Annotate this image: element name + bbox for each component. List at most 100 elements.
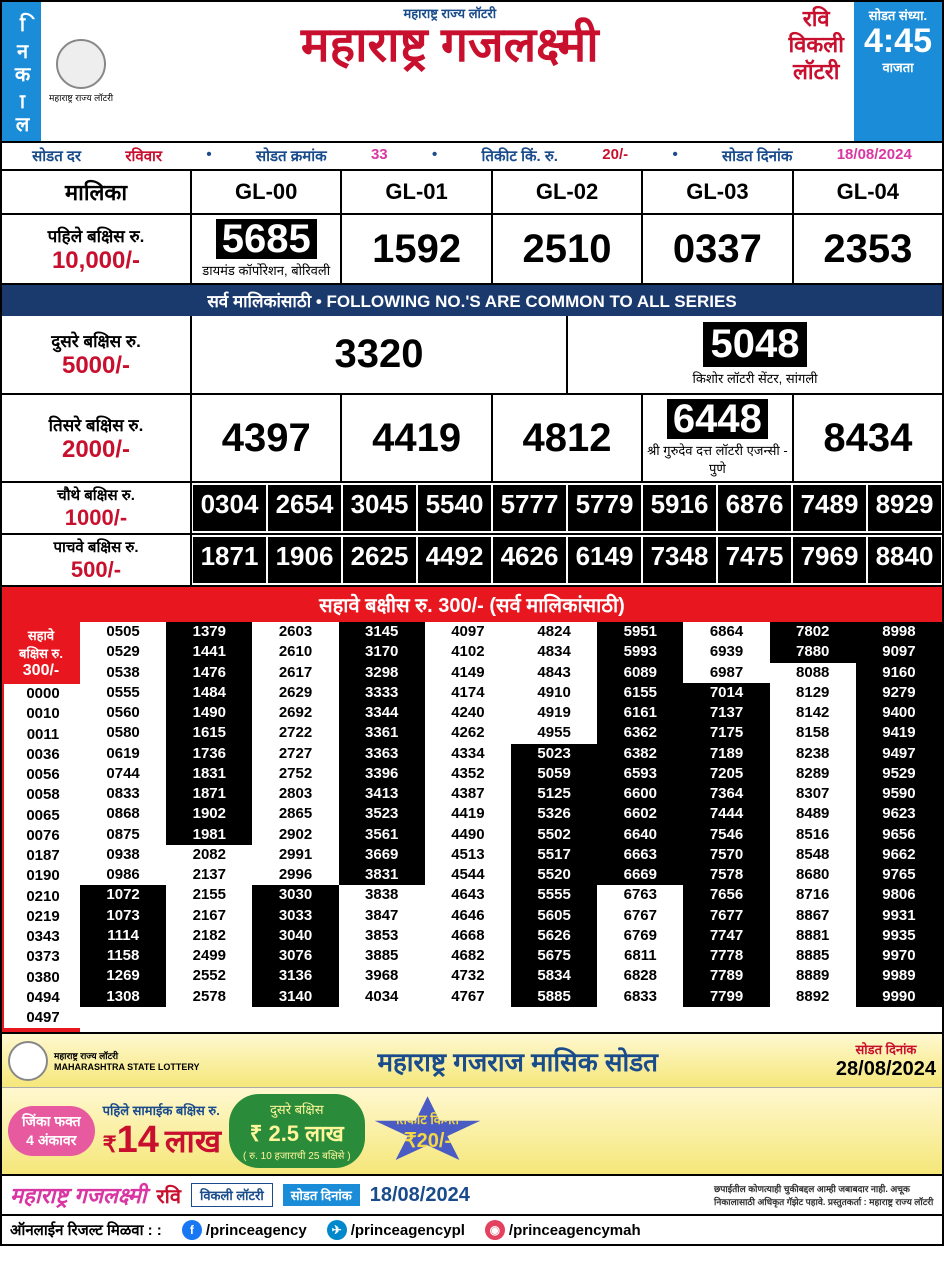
prize6-number: 0497: [4, 1008, 82, 1028]
prize6-number: 6640: [597, 825, 683, 845]
prize6-number: 0210: [4, 887, 82, 907]
prize6-number: 2610: [252, 642, 338, 662]
prize6-number: 5059: [511, 764, 597, 784]
prize3-num-4: 8434: [794, 395, 942, 481]
promo-logo-icon: [8, 1041, 48, 1081]
telegram-icon: ✈: [327, 1220, 347, 1240]
prize6-number: 3040: [252, 926, 338, 946]
prize6-number: 8307: [770, 784, 856, 804]
prize6-number: 9529: [856, 764, 942, 784]
prize6-number: 5675: [511, 946, 597, 966]
prize6-number: 3076: [252, 946, 338, 966]
prize6-number: 1902: [166, 804, 252, 824]
prize6-number: 0580: [80, 723, 166, 743]
footer-type: विकली लॉटरी: [191, 1183, 273, 1207]
prize6-number: 7677: [683, 906, 769, 926]
prize6-number: 5834: [511, 966, 597, 986]
lottery-name: महाराष्ट्र गजलक्ष्मी: [121, 22, 778, 70]
prize6-number: 2727: [252, 744, 338, 764]
prize6-number: 9656: [856, 825, 942, 845]
logo-caption: महाराष्ट्र राज्य लॉटरी: [49, 91, 113, 104]
prize3-seller: श्री गुरुदेव दत्त लॉटरी एजन्सी - पुणे: [645, 441, 789, 477]
draw-day: रवि: [788, 6, 843, 32]
prize6-number: 9623: [856, 804, 942, 824]
prize6-number: 0868: [80, 804, 166, 824]
prize6-number: 3413: [339, 784, 425, 804]
footer-disclaimer: छपाईतील कोणत्याही चुकीबद्दल आम्ही जबाबदा…: [714, 1182, 934, 1208]
prize6-number: 0538: [80, 663, 166, 683]
prize6-number: 8548: [770, 845, 856, 865]
prize6-number: 5023: [511, 744, 597, 764]
series-4: GL-04: [794, 171, 942, 213]
instagram-link[interactable]: ◉/princeagencymah: [485, 1220, 641, 1240]
prize4-number: 5779: [568, 485, 641, 531]
prize5-number: 1906: [268, 537, 341, 583]
header: निकाल महाराष्ट्र राज्य लॉटरी महाराष्ट्र …: [2, 2, 942, 143]
prize4-row: चौथे बक्षिस रु. 1000/- 03042654304555405…: [2, 483, 942, 535]
prize5-number: 1871: [193, 537, 266, 583]
prize6-number: 1379: [166, 622, 252, 642]
prize6-number: 4732: [425, 966, 511, 986]
prize6-number: 4682: [425, 946, 511, 966]
telegram-link[interactable]: ✈/princeagencypl: [327, 1220, 465, 1240]
prize5-number: 7475: [718, 537, 791, 583]
prize6-number: 8889: [770, 966, 856, 986]
prize6-number: 4824: [511, 622, 597, 642]
prize6-number: 4387: [425, 784, 511, 804]
prize6-number: 7014: [683, 683, 769, 703]
prize6-number: 9806: [856, 885, 942, 905]
lottery-type-2: लॉटरी: [788, 59, 843, 85]
prize6-number: 9662: [856, 845, 942, 865]
prize6-number: 8680: [770, 865, 856, 885]
promo-logo-caption: महाराष्ट्र राज्य लॉटरीMAHARASHTRA STATE …: [54, 1049, 200, 1072]
prize4-number: 3045: [343, 485, 416, 531]
facebook-link[interactable]: f/princeagency: [182, 1220, 307, 1240]
prize6-number: 4097: [425, 622, 511, 642]
draw-time: 4:45: [864, 24, 932, 58]
series-header-row: मालिका GL-00 GL-01 GL-02 GL-03 GL-04: [2, 171, 942, 215]
prize6-number: 0058: [4, 785, 82, 805]
prize6-number: 4646: [425, 906, 511, 926]
prize6-number: 6864: [683, 622, 769, 642]
prize2-label: दुसरे बक्षिस रु. 5000/-: [2, 316, 192, 393]
prize6-number: 1158: [80, 946, 166, 966]
prize6-number: 6811: [597, 946, 683, 966]
prize3-row: तिसरे बक्षिस रु. 2000/- 4397 4419 4812 6…: [2, 395, 942, 483]
series-0: GL-00: [192, 171, 342, 213]
prize6-number: 3170: [339, 642, 425, 662]
prize6-number: 0373: [4, 947, 82, 967]
prize5-number: 7348: [643, 537, 716, 583]
prize6-number: 6828: [597, 966, 683, 986]
prize4-number: 7489: [793, 485, 866, 531]
prize6-grid: सहावे बक्षिस रु. 300/- 00000010001100360…: [2, 622, 942, 1032]
prize6-number: 4544: [425, 865, 511, 885]
prize1-num-0: 5685 डायमंड कॉर्पोरेशन, बोरिवली: [192, 215, 342, 283]
prize6-number: 0056: [4, 765, 82, 785]
prize4-label: चौथे बक्षिस रु. 1000/-: [2, 483, 192, 533]
prize6-number: 3523: [339, 804, 425, 824]
prize4-numbers: 0304265430455540577757795916687674898929: [192, 483, 942, 533]
footer-info: महाराष्ट्र गजलक्ष्मी रवि विकली लॉटरी सोड…: [2, 1174, 942, 1214]
prize6-number: 6939: [683, 642, 769, 662]
prize6-number: 4419: [425, 804, 511, 824]
prize6-number: 8885: [770, 946, 856, 966]
prize6-number: 3033: [252, 906, 338, 926]
prize6-number: 1114: [80, 926, 166, 946]
prize6-number: 8867: [770, 906, 856, 926]
prize6-number: 4240: [425, 703, 511, 723]
prize6-number: 9990: [856, 987, 942, 1007]
prize6-number: 8158: [770, 723, 856, 743]
prize6-number: 1072: [80, 885, 166, 905]
prize6-number: 7802: [770, 622, 856, 642]
lottery-result-sheet: निकाल महाराष्ट्र राज्य लॉटरी महाराष्ट्र …: [0, 0, 944, 1246]
prize6-number: 2902: [252, 825, 338, 845]
prize6-number: 2137: [166, 865, 252, 885]
prize6-number: 7137: [683, 703, 769, 723]
prize6-number: 2167: [166, 906, 252, 926]
prize6-number: 0343: [4, 927, 82, 947]
prize6-number: 3838: [339, 885, 425, 905]
prize6-number: 4102: [425, 642, 511, 662]
prize6-number: 6767: [597, 906, 683, 926]
prize6-number: 7789: [683, 966, 769, 986]
prize6-number: 6769: [597, 926, 683, 946]
